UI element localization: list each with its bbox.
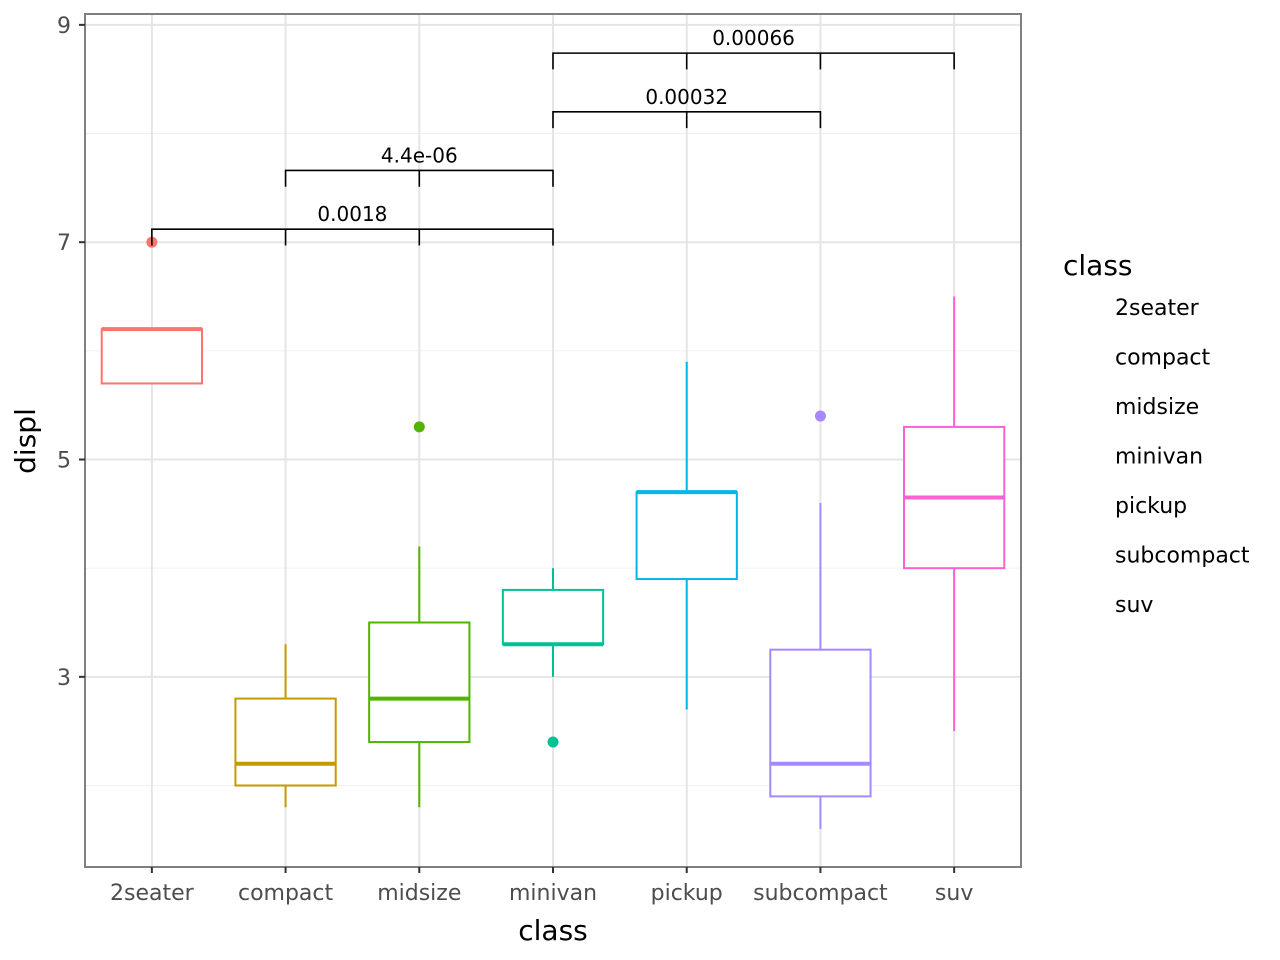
- box-body: [503, 590, 603, 644]
- bracket-label: 0.0018: [317, 202, 387, 226]
- box-body: [102, 329, 202, 383]
- legend-item-suv: suv: [1068, 587, 1153, 621]
- legend-label: subcompact: [1115, 544, 1250, 569]
- box-body: [369, 623, 469, 743]
- y-tick-label: 5: [57, 449, 71, 474]
- legend-key: [1068, 290, 1102, 324]
- legend-label: pickup: [1115, 494, 1187, 519]
- bracket-label: 0.00032: [645, 85, 728, 109]
- legend-key: [1068, 389, 1102, 423]
- legend-key: [1068, 439, 1102, 473]
- box-body: [770, 650, 870, 797]
- x-tick-label: compact: [238, 881, 334, 906]
- legend-title: class: [1063, 249, 1133, 282]
- x-tick-label: pickup: [651, 881, 723, 906]
- x-tick-label: suv: [935, 881, 973, 906]
- legend: class 2seater compact midsize minivan pickup…: [1063, 249, 1250, 621]
- box-body: [637, 492, 737, 579]
- box-body: [235, 699, 335, 786]
- legend-label: 2seater: [1115, 296, 1200, 321]
- legend-label: compact: [1115, 346, 1211, 371]
- bracket-label: 4.4e-06: [381, 143, 458, 167]
- x-axis-title: class: [518, 914, 588, 947]
- y-axis-title: displ: [9, 408, 42, 474]
- legend-key: [1068, 587, 1102, 621]
- x-tick-label: midsize: [377, 881, 461, 906]
- legend-item-pickup: pickup: [1068, 488, 1187, 522]
- legend-label: minivan: [1115, 445, 1203, 470]
- legend-item-2seater: 2seater: [1068, 290, 1200, 324]
- legend-item-minivan: minivan: [1068, 439, 1203, 473]
- outlier-point: [815, 411, 826, 422]
- x-tick-label: subcompact: [753, 881, 888, 906]
- legend-key: [1068, 538, 1102, 572]
- legend-key: [1068, 488, 1102, 522]
- legend-item-compact: compact: [1068, 340, 1211, 374]
- legend-label: midsize: [1115, 395, 1199, 420]
- y-tick-label: 3: [57, 666, 71, 691]
- bracket-label: 0.00066: [712, 26, 795, 50]
- outlier-point: [548, 737, 559, 748]
- legend-label: suv: [1115, 593, 1153, 618]
- y-axis: 3 5 7 9: [57, 14, 85, 691]
- legend-item-midsize: midsize: [1068, 389, 1199, 423]
- legend-key: [1068, 340, 1102, 374]
- x-axis: 2seater compact midsize minivan pickup subcom…: [110, 867, 973, 906]
- x-tick-label: 2seater: [110, 881, 195, 906]
- y-tick-label: 9: [57, 14, 71, 39]
- x-tick-label: minivan: [509, 881, 597, 906]
- y-tick-label: 7: [57, 231, 71, 256]
- outlier-point: [414, 421, 425, 432]
- legend-item-subcompact: subcompact: [1068, 538, 1250, 572]
- boxplot-chart: 0.0018 4.4e-06 0.00032 0.00066 3 5 7 9 2seater…: [0, 0, 1280, 960]
